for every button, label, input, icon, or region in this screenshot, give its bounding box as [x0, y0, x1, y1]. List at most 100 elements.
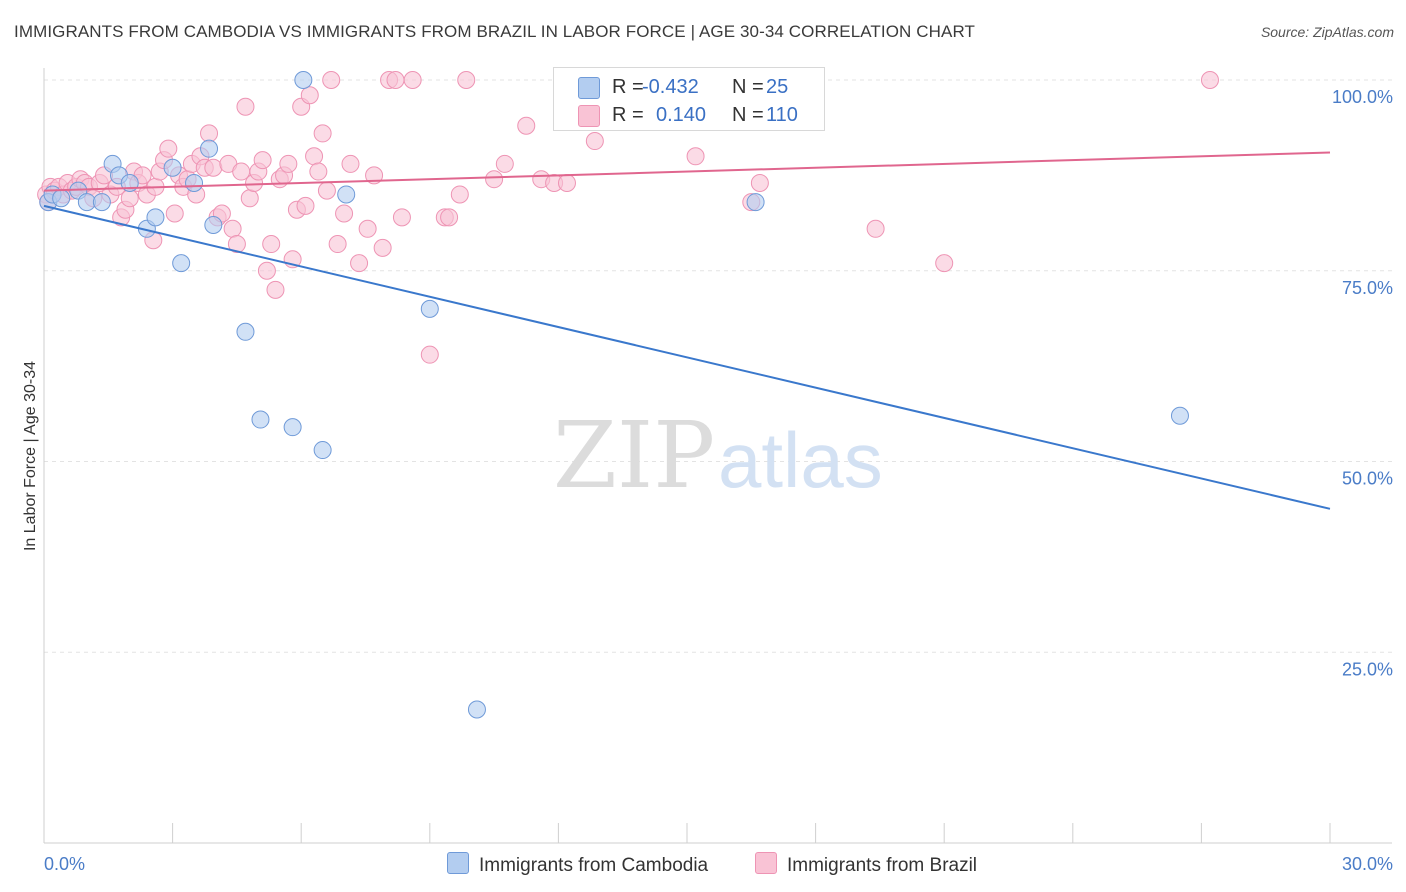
cambodia-legend-label: Immigrants from Cambodia [479, 855, 709, 876]
brazil-trend-line [43, 151, 1331, 192]
brazil-point [262, 235, 281, 254]
brazil-point [313, 124, 332, 143]
brazil-point [279, 154, 298, 173]
brazil-point [341, 154, 360, 173]
cambodia-point [294, 71, 313, 89]
legend-row-brazil: R = 0.140 N = 110 [554, 102, 824, 130]
trend-lines [43, 151, 1331, 510]
stats-legend: R = -0.432 N = 25 R = 0.140 N = 110 [553, 67, 825, 131]
cambodia-point [163, 158, 182, 177]
watermark-zip: ZIP [553, 402, 715, 509]
brazil-point [240, 189, 259, 208]
brazil-point [300, 86, 319, 105]
brazil-point [495, 154, 514, 173]
brazil-point [266, 280, 285, 299]
cambodia-n-value: 25 [766, 76, 789, 98]
brazil-point [120, 189, 139, 208]
cambodia-swatch [578, 77, 600, 99]
brazil-legend-swatch [755, 852, 777, 874]
cambodia-point [172, 254, 191, 273]
brazil-point [440, 208, 459, 227]
brazil-point [165, 204, 184, 223]
brazil-legend-label: Immigrants from Brazil [787, 855, 978, 876]
brazil-point [328, 235, 347, 254]
brazil-point [236, 97, 255, 116]
brazil-point [485, 170, 504, 189]
brazil-point [450, 185, 469, 204]
brazil-point [403, 71, 422, 89]
brazil-point [365, 166, 384, 185]
brazil-point [373, 238, 392, 257]
brazil-point [392, 208, 411, 227]
brazil-points [37, 71, 1219, 364]
brazil-point [305, 147, 324, 166]
cambodia-point [1170, 406, 1189, 425]
cambodia-trend-line [43, 204, 1331, 510]
chart-title: IMMIGRANTS FROM CAMBODIA VS IMMIGRANTS F… [14, 22, 976, 41]
cambodia-point [420, 299, 439, 318]
brazil-point [420, 345, 439, 364]
brazil-point [557, 174, 576, 193]
source-label: Source: ZipAtlas.com [1260, 24, 1394, 40]
y-tick-label: 50.0% [1342, 469, 1393, 489]
cambodia-point [251, 410, 270, 429]
cambodia-legend-swatch [447, 852, 469, 874]
brazil-point [335, 204, 354, 223]
legend-row-cambodia: R = -0.432 N = 25 [554, 74, 824, 102]
cambodia-point [200, 139, 219, 158]
brazil-point [358, 219, 377, 238]
brazil-point [935, 254, 954, 273]
brazil-point [159, 139, 178, 158]
cambodia-point [337, 185, 356, 204]
y-axis-title: In Labor Force | Age 30-34 [22, 361, 39, 551]
cambodia-point [236, 322, 255, 341]
bottom-legend-brazil: Immigrants from Brazil [755, 852, 977, 877]
x-tick-label: 30.0% [1342, 854, 1393, 874]
y-tick-label: 75.0% [1342, 278, 1393, 298]
cambodia-point [77, 193, 96, 212]
tick-labels: 25.0% 50.0% 75.0% 100.0% 0.0% 30.0% [44, 87, 1393, 874]
r-label: R = [612, 76, 644, 98]
brazil-point [227, 235, 246, 254]
brazil-n-value: 110 [766, 104, 798, 126]
brazil-point [517, 116, 536, 135]
brazil-point [317, 181, 336, 200]
brazil-point [257, 261, 276, 280]
cambodia-point [467, 700, 486, 719]
watermark: ZIP atlas [553, 402, 883, 509]
brazil-point [296, 196, 315, 215]
brazil-point [200, 124, 219, 143]
cambodia-r-value: -0.432 [642, 76, 699, 98]
cambodia-point [313, 441, 332, 460]
brazil-point [204, 158, 223, 177]
brazil-point [253, 151, 272, 170]
brazil-point [350, 254, 369, 273]
brazil-swatch [578, 105, 600, 127]
watermark-atlas: atlas [718, 416, 883, 504]
brazil-point [322, 71, 341, 89]
brazil-point [1200, 71, 1219, 89]
y-tick-label: 25.0% [1342, 659, 1393, 679]
cambodia-point [746, 193, 765, 212]
n-label: N = [732, 76, 764, 98]
axes [43, 68, 1392, 844]
x-tick-label: 0.0% [44, 854, 85, 874]
cambodia-point [185, 174, 204, 193]
brazil-point [386, 71, 405, 89]
brazil-r-value: 0.140 [656, 104, 707, 126]
y-tick-label: 100.0% [1332, 87, 1393, 107]
brazil-point [585, 132, 604, 151]
r-label: R = [612, 104, 644, 126]
n-label: N = [732, 104, 764, 126]
cambodia-point [283, 418, 302, 437]
brazil-point [223, 219, 242, 238]
brazil-point [309, 162, 328, 181]
cambodia-point [146, 208, 165, 227]
brazil-point [457, 71, 476, 89]
cambodia-point [92, 193, 111, 212]
bottom-legend-cambodia: Immigrants from Cambodia [447, 852, 708, 877]
cambodia-point [204, 215, 223, 234]
cambodia-point [52, 189, 71, 208]
brazil-point [686, 147, 705, 166]
